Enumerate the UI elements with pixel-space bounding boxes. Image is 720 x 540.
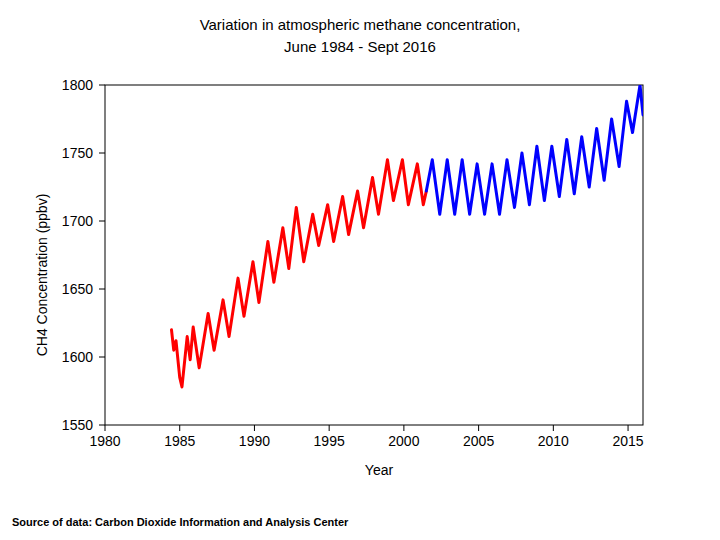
y-tick (99, 85, 105, 86)
x-tick (329, 425, 330, 431)
plot-frame (105, 85, 643, 425)
y-axis-label: CH4 Concentration (ppbv) (34, 194, 50, 357)
plot-area (172, 85, 644, 387)
y-tick-label: 1550 (62, 417, 93, 433)
y-tick (99, 289, 105, 290)
x-tick-label: 1980 (89, 433, 120, 449)
source-note: Source of data: Carbon Dioxide Informati… (12, 516, 349, 528)
y-tick-label: 1600 (62, 349, 93, 365)
y-tick-label: 1800 (62, 77, 93, 93)
x-tick-label: 1985 (164, 433, 195, 449)
x-tick (179, 425, 180, 431)
y-tick (99, 221, 105, 222)
y-tick-label: 1650 (62, 281, 93, 297)
series-line (172, 160, 427, 387)
x-tick (478, 425, 479, 431)
y-tick (99, 153, 105, 154)
chart-title: June 1984 - Sept 2016 (284, 38, 436, 55)
x-tick-label: 2000 (388, 433, 419, 449)
x-tick (403, 425, 404, 431)
chart-container: Variation in atmospheric methane concent… (0, 0, 720, 540)
x-tick (553, 425, 554, 431)
x-tick-label: 1995 (314, 433, 345, 449)
x-tick (105, 425, 106, 431)
y-tick-label: 1750 (62, 145, 93, 161)
chart-title: Variation in atmospheric methane concent… (200, 16, 521, 33)
y-tick (99, 357, 105, 358)
x-tick-label: 2005 (463, 433, 494, 449)
x-tick-label: 2015 (612, 433, 643, 449)
x-tick (628, 425, 629, 431)
x-tick-label: 1990 (239, 433, 270, 449)
series-line (426, 85, 643, 214)
x-tick (254, 425, 255, 431)
chart-svg: Variation in atmospheric methane concent… (0, 0, 720, 540)
x-tick-label: 2010 (538, 433, 569, 449)
x-axis-label: Year (365, 462, 394, 478)
y-tick-label: 1700 (62, 213, 93, 229)
y-tick (99, 425, 105, 426)
